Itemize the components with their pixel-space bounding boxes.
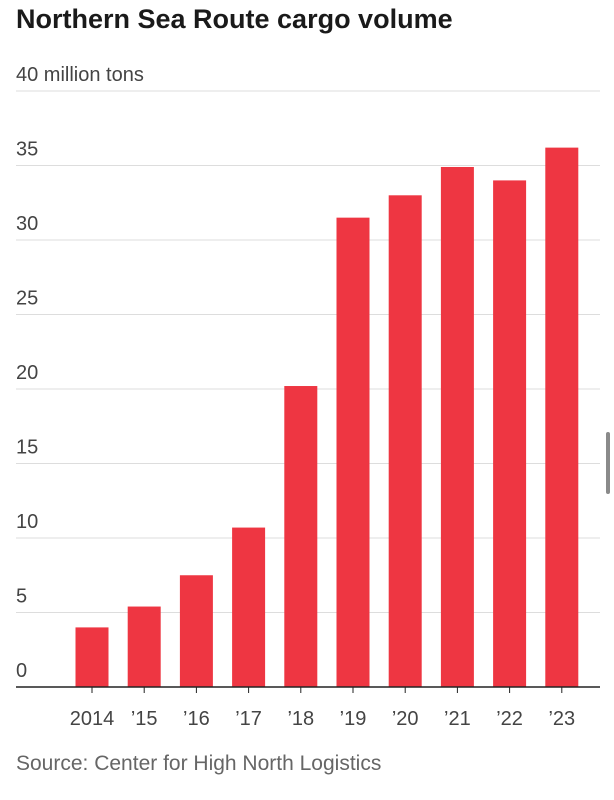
x-tick-label: ’18: [287, 708, 314, 730]
bar: [388, 195, 422, 688]
x-tick-label: ’22: [496, 708, 523, 730]
y-axis-unit-label: 40 million tons: [16, 64, 144, 86]
bar: [336, 217, 370, 687]
y-tick-label: 25: [16, 288, 38, 310]
x-tick-label: 2014: [70, 708, 115, 730]
bar: [440, 166, 474, 688]
source-note: Source: Center for High North Logistics: [16, 752, 382, 775]
y-tick-label: 20: [16, 362, 38, 384]
bar: [493, 180, 527, 687]
scrollbar-thumb[interactable]: [606, 432, 610, 494]
y-tick-label: 10: [16, 511, 38, 533]
x-tick-label: ’16: [183, 708, 210, 730]
bar: [232, 527, 266, 687]
bar: [545, 147, 579, 687]
y-tick-label: 5: [16, 586, 27, 608]
bar: [127, 606, 161, 687]
x-tick-label: ’21: [444, 708, 471, 730]
bar-chart: 0 5 10 15 20 25 30 35 40 million tons 2014 ’15 ’16 ’…: [16, 64, 600, 730]
x-tick-label: ’20: [392, 708, 419, 730]
bar: [284, 386, 318, 687]
bar: [75, 627, 109, 687]
x-tick-label: ’17: [235, 708, 262, 730]
x-tick-label: ’19: [340, 708, 367, 730]
y-tick-label: 0: [16, 660, 27, 682]
chart-title: Northern Sea Route cargo volume: [16, 4, 453, 34]
x-tick-label: ’15: [131, 708, 158, 730]
y-tick-label: 15: [16, 437, 38, 459]
x-tick-label: ’23: [548, 708, 575, 730]
y-tick-label: 35: [16, 139, 38, 161]
y-tick-label: 30: [16, 213, 38, 235]
bar: [179, 575, 213, 687]
